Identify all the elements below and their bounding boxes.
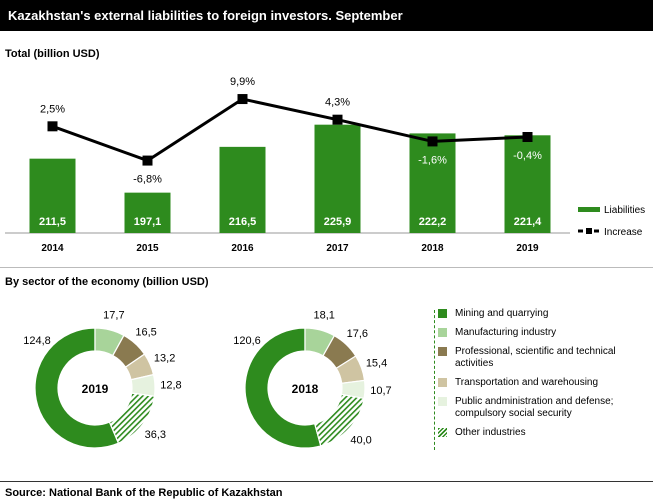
legend-label: Manufacturing industry bbox=[455, 327, 557, 338]
increase-label: 4,3% bbox=[325, 97, 350, 109]
legend-swatch bbox=[438, 309, 447, 318]
increase-point bbox=[427, 136, 438, 147]
donut-chart-2019: 124,8 17,7 16,5 13,2 12,8 36,3 2019 bbox=[23, 309, 182, 449]
legend-increase-label: Increase bbox=[604, 227, 643, 238]
increase-line bbox=[51, 97, 528, 163]
increase-point bbox=[47, 121, 58, 132]
legend-swatch bbox=[438, 328, 447, 337]
legend-item: Mining and quarrying bbox=[438, 308, 650, 320]
increase-label: 9,9% bbox=[230, 76, 255, 88]
legend-liabilities-swatch bbox=[578, 207, 600, 212]
donut-value-label: 12,8 bbox=[160, 380, 181, 392]
donut-value-label: 13,2 bbox=[154, 353, 175, 365]
increase-point bbox=[142, 155, 153, 166]
legend-label: Public andministration and defense; comp… bbox=[455, 396, 614, 419]
section-sector-title: By sector of the economy (billion USD) bbox=[5, 276, 209, 288]
bar-2018 bbox=[409, 133, 456, 233]
donut-value-label: 124,8 bbox=[23, 335, 51, 347]
source-divider bbox=[0, 481, 653, 482]
increase-label: -0,4% bbox=[513, 150, 542, 162]
donut-value-label: 10,7 bbox=[370, 385, 391, 397]
donut-center-label: 2018 bbox=[292, 382, 319, 396]
legend-swatch bbox=[438, 378, 447, 387]
legend-label: Mining and quarrying bbox=[455, 308, 549, 319]
bar-2016 bbox=[219, 146, 266, 233]
bar-2019 bbox=[504, 135, 551, 233]
legend-item: Transportation and warehousing bbox=[438, 377, 650, 389]
legend-label: Other industries bbox=[455, 427, 526, 438]
legend-liabilities-label: Liabilities bbox=[604, 205, 645, 216]
bar-line-chart: 211,5 2014 197,1 2015 216,5 2016 225,9 2017 222,… bbox=[5, 76, 645, 254]
bar-2017 bbox=[314, 124, 361, 233]
increase-label: 2,5% bbox=[40, 103, 65, 115]
donut-slice bbox=[313, 393, 365, 447]
increase-point bbox=[237, 94, 248, 105]
source-note: Source: National Bank of the Republic of… bbox=[5, 487, 283, 499]
donut-slice bbox=[108, 392, 156, 445]
legend-item: Public andministration and defense; comp… bbox=[438, 396, 650, 420]
legend-increase-marker bbox=[586, 228, 592, 234]
bar-2014 bbox=[29, 158, 76, 233]
bar-value-label: 221,4 bbox=[514, 216, 542, 228]
donut-chart-2018: 120,6 18,1 17,6 15,4 10,7 40,0 2018 bbox=[233, 309, 392, 449]
donut-value-label: 16,5 bbox=[135, 327, 156, 339]
legend-item: Other industries bbox=[438, 427, 650, 439]
bar-2015 bbox=[124, 192, 171, 233]
legend-swatch bbox=[438, 347, 447, 356]
legend-swatch bbox=[438, 397, 447, 406]
x-tick-label: 2018 bbox=[421, 243, 444, 254]
legend-divider bbox=[434, 310, 435, 450]
x-tick-label: 2017 bbox=[326, 243, 349, 254]
legend-label: Transportation and warehousing bbox=[455, 377, 599, 388]
donut-value-label: 36,3 bbox=[145, 429, 166, 441]
bar-value-label: 225,9 bbox=[324, 216, 352, 228]
donut-slice bbox=[34, 327, 120, 449]
increase-label: -6,8% bbox=[133, 174, 162, 186]
donut-value-label: 15,4 bbox=[366, 357, 387, 369]
divider-line bbox=[0, 267, 653, 268]
bar-value-label: 216,5 bbox=[229, 216, 257, 228]
legend-label: Professional, scientific and technical a… bbox=[455, 346, 616, 369]
bar-value-label: 197,1 bbox=[134, 216, 162, 228]
donut-value-label: 17,7 bbox=[103, 309, 124, 321]
increase-label: -1,6% bbox=[418, 154, 447, 166]
section-total-title: Total (billion USD) bbox=[5, 48, 100, 60]
bar-value-label: 222,2 bbox=[419, 216, 447, 228]
legend-swatch bbox=[438, 428, 447, 437]
x-tick-label: 2015 bbox=[136, 243, 159, 254]
donut-value-label: 40,0 bbox=[350, 434, 371, 446]
donut-center-label: 2019 bbox=[82, 382, 109, 396]
increase-point bbox=[522, 132, 533, 142]
sector-legend: Mining and quarrying Manufacturing indust… bbox=[438, 308, 650, 446]
increase-point bbox=[332, 114, 343, 125]
x-tick-label: 2016 bbox=[231, 243, 254, 254]
legend-item: Professional, scientific and technical a… bbox=[438, 346, 650, 370]
donut-value-label: 18,1 bbox=[314, 309, 335, 321]
chart-title: Kazakhstan's external liabilities to for… bbox=[0, 0, 653, 31]
x-tick-label: 2019 bbox=[516, 243, 539, 254]
donut-value-label: 17,6 bbox=[347, 328, 368, 340]
donut-value-label: 120,6 bbox=[233, 335, 261, 347]
legend-item: Manufacturing industry bbox=[438, 327, 650, 339]
bar-value-label: 211,5 bbox=[39, 216, 66, 228]
x-tick-label: 2014 bbox=[41, 243, 64, 254]
donut-slice bbox=[244, 327, 322, 449]
